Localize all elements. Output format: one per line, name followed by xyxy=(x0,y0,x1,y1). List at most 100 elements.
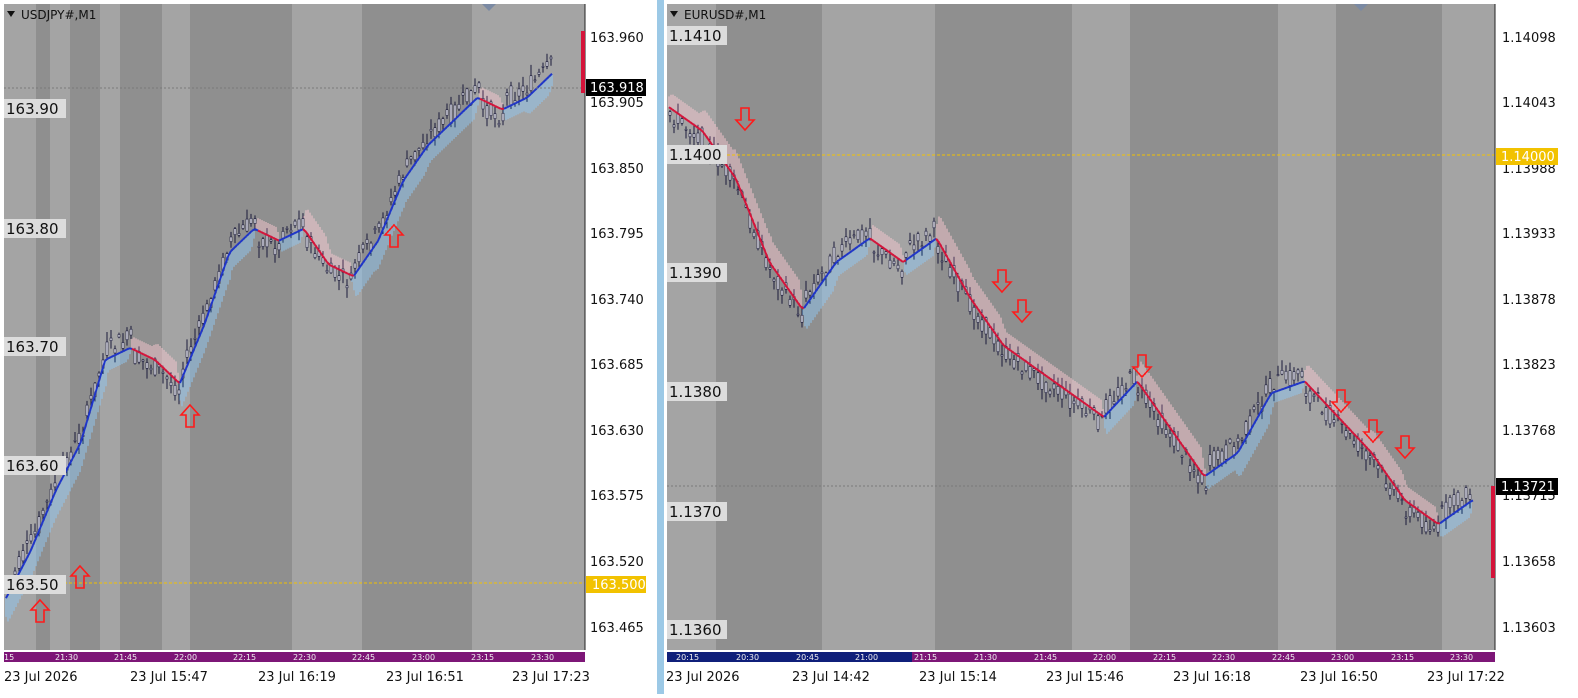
candle xyxy=(697,133,699,143)
ma-segment xyxy=(1296,383,1299,384)
candle xyxy=(18,557,20,569)
candle xyxy=(989,328,991,338)
candle xyxy=(1345,431,1347,437)
ma-segment xyxy=(1284,388,1287,389)
candle xyxy=(1213,451,1215,467)
session-tick: 22:00 xyxy=(1093,653,1116,662)
candle xyxy=(142,360,144,361)
ma-segment xyxy=(348,274,351,275)
ma-segment xyxy=(1281,389,1284,390)
candle xyxy=(302,219,304,227)
ma-segment xyxy=(1299,382,1302,383)
session-tick: 23:30 xyxy=(1450,653,1473,662)
right-chart-title[interactable]: EURUSD#,M1 xyxy=(670,8,766,22)
left-volume-bar xyxy=(581,31,585,93)
candle xyxy=(30,535,32,541)
price-tick: 1.14043 xyxy=(1502,96,1556,111)
time-tick: 23 Jul 14:42 xyxy=(792,670,870,685)
candle xyxy=(917,234,919,241)
candle xyxy=(773,279,775,281)
candle xyxy=(358,253,360,262)
candle xyxy=(258,246,260,247)
candle xyxy=(1165,429,1167,434)
ma-segment xyxy=(114,354,117,355)
candle xyxy=(26,541,28,544)
candle xyxy=(326,270,328,271)
candle xyxy=(1425,522,1427,532)
candle xyxy=(86,405,88,416)
ma-segment xyxy=(480,99,483,100)
ma-segment xyxy=(147,356,150,357)
candle xyxy=(354,263,356,268)
candle xyxy=(438,119,440,132)
candle xyxy=(929,236,931,241)
candle xyxy=(921,246,923,247)
candle xyxy=(390,197,392,201)
candle xyxy=(997,341,999,352)
candle xyxy=(789,299,791,305)
price-tick: 1.13658 xyxy=(1502,555,1556,570)
ma-segment xyxy=(1272,392,1275,393)
candle xyxy=(214,280,216,289)
candle xyxy=(925,231,927,236)
ma-segment xyxy=(141,353,144,354)
session-tick: 21:30 xyxy=(55,653,78,662)
price-tick: 1.14098 xyxy=(1502,31,1556,46)
left-symbol-label: USDJPY#,M1 xyxy=(21,8,96,22)
right-volume-bar xyxy=(1491,486,1495,578)
candle xyxy=(466,89,468,102)
candle xyxy=(689,134,691,137)
time-tick: 23 Jul 2026 xyxy=(4,670,78,685)
candle xyxy=(338,276,340,281)
candle xyxy=(1069,394,1071,408)
level-label: 163.50 xyxy=(6,576,59,594)
candle xyxy=(170,382,172,385)
level-label: 163.90 xyxy=(6,100,59,118)
session-tick: 21:45 xyxy=(1034,653,1057,662)
window-splitter[interactable] xyxy=(657,0,664,694)
candle xyxy=(805,290,807,298)
candle xyxy=(1073,401,1075,404)
time-tick: 23 Jul 16:51 xyxy=(386,670,464,685)
candle xyxy=(1433,526,1435,529)
candle xyxy=(1133,369,1135,384)
candle xyxy=(1401,500,1403,501)
right-symbol-label: EURUSD#,M1 xyxy=(684,8,766,22)
candle xyxy=(1129,372,1131,373)
session-band xyxy=(190,4,292,650)
candle xyxy=(809,292,811,295)
level-label: 1.1360 xyxy=(669,621,722,639)
candle xyxy=(869,228,871,238)
candle xyxy=(1457,492,1459,505)
candle xyxy=(873,252,875,253)
ma-segment xyxy=(144,355,147,356)
right-chart-window[interactable]: 1.1410 1.1400 1.1390 1.1380 1.1370 1.136… xyxy=(664,0,1578,694)
candle xyxy=(1113,401,1115,403)
level-label: 1.1400 xyxy=(669,146,722,164)
candle xyxy=(1253,407,1255,410)
candle xyxy=(134,351,136,364)
candle xyxy=(937,246,939,253)
ma-segment xyxy=(255,229,258,230)
ma-segment xyxy=(339,269,342,270)
candle xyxy=(1441,506,1443,507)
price-tick: 163.905 xyxy=(590,96,644,111)
session-band xyxy=(120,4,162,650)
candle xyxy=(1385,484,1387,488)
candle xyxy=(1157,420,1159,427)
ma-segment xyxy=(342,271,345,272)
candle xyxy=(1409,507,1411,516)
candle xyxy=(1269,379,1271,393)
candle xyxy=(1225,445,1227,459)
candle xyxy=(1045,382,1047,392)
session-tick: 23:15 xyxy=(1391,653,1414,662)
left-chart-title[interactable]: USDJPY#,M1 xyxy=(7,8,96,22)
session-tick: 22:45 xyxy=(352,653,375,662)
ma-segment xyxy=(135,350,138,351)
left-chart-window[interactable]: 163.90 163.80 163.70 163.60 163.50 USDJP… xyxy=(0,0,657,694)
candle xyxy=(266,235,268,247)
time-tick: 23 Jul 16:19 xyxy=(258,670,336,685)
candle xyxy=(1325,408,1327,421)
ma-segment xyxy=(1203,475,1206,476)
candle xyxy=(246,219,248,231)
